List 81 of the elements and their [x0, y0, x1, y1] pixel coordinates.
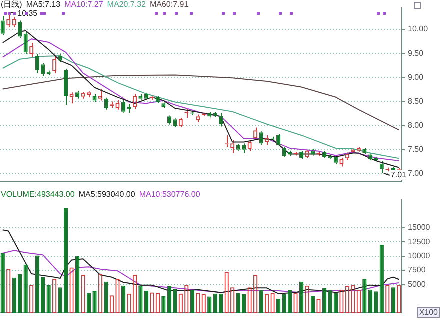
bar: [391, 288, 396, 314]
candlestick: [259, 131, 264, 146]
bar: [282, 294, 286, 314]
text: MA10:7.27: [64, 0, 104, 9]
bar: [41, 277, 46, 314]
bar: [104, 282, 108, 314]
bar: [322, 288, 327, 314]
y-tick-label: 10000: [408, 252, 431, 261]
candlestick: [76, 90, 80, 100]
bar: [213, 294, 218, 314]
annotation: 10.35: [18, 8, 38, 18]
bar: [75, 256, 80, 314]
candlestick: [24, 31, 28, 56]
bar: [362, 279, 367, 314]
candlestick: [173, 118, 178, 128]
bar: [24, 264, 28, 314]
candlestick: [162, 102, 166, 109]
y-tick-label: 9.50: [408, 48, 424, 58]
candlestick: [299, 150, 304, 160]
candlestick: [219, 112, 224, 128]
bar: [121, 286, 126, 314]
y-tick-label: 7.50: [408, 145, 424, 154]
candlestick: [0, 15, 5, 36]
y-tick-label: 9.00: [408, 72, 424, 82]
text: MA60:7.91: [150, 0, 189, 9]
candlestick: [167, 115, 172, 126]
candlestick: [104, 97, 108, 110]
bar: [288, 290, 292, 314]
bar: [173, 289, 178, 314]
chart-title: (日线): [1, 0, 22, 9]
bar: [259, 290, 264, 314]
series-label: VOLUME:493443.00: [1, 190, 75, 199]
bar: [380, 244, 384, 314]
bar: [190, 290, 194, 314]
candlestick: [64, 68, 68, 106]
y-tick-label: 10.00: [408, 24, 429, 34]
y-tick-label: 8.50: [408, 96, 424, 106]
bar: [35, 256, 40, 314]
candlestick: [35, 54, 40, 74]
candlestick: [41, 62, 46, 77]
bar: [219, 294, 224, 314]
bar: [236, 293, 240, 314]
bar: [328, 290, 332, 314]
annotation: 7.01: [390, 170, 408, 180]
text: X100: [417, 307, 440, 318]
y-tick-label: 12500: [408, 237, 431, 246]
bar: [299, 282, 304, 314]
candlestick: [282, 147, 286, 158]
candlestick: [127, 104, 132, 114]
bar: [368, 290, 372, 314]
bar: [276, 298, 281, 314]
text: MA20:7.32: [107, 0, 146, 9]
bar: [138, 286, 143, 314]
y-tick-label: 5000: [408, 280, 426, 289]
text: MA10:530776.00: [139, 190, 200, 199]
bar: [334, 293, 338, 314]
bar: [86, 293, 92, 314]
bar: [92, 291, 97, 314]
text: MA5:593040.00: [78, 190, 136, 199]
bar: [144, 291, 149, 314]
text: MA5:7.13: [26, 0, 61, 9]
y-tick-label: 7.00: [408, 169, 424, 178]
candlestick: [236, 144, 240, 152]
candlestick: [362, 148, 367, 155]
bar: [162, 296, 166, 314]
candlestick: [18, 20, 22, 39]
bar: [64, 208, 68, 314]
y-tick-label: 7500: [408, 266, 426, 275]
bar: [18, 274, 22, 314]
bar: [12, 278, 16, 314]
bar: [167, 286, 172, 314]
y-tick-label: 8.00: [408, 121, 424, 130]
candlestick: [138, 94, 143, 100]
bar: [374, 292, 378, 314]
bar: [242, 294, 246, 314]
candlestick: [242, 143, 246, 154]
bar: [46, 285, 51, 314]
bar: [310, 296, 316, 314]
y-tick-label: 15000: [408, 223, 431, 232]
bar: [208, 296, 212, 314]
bar: [58, 288, 62, 314]
